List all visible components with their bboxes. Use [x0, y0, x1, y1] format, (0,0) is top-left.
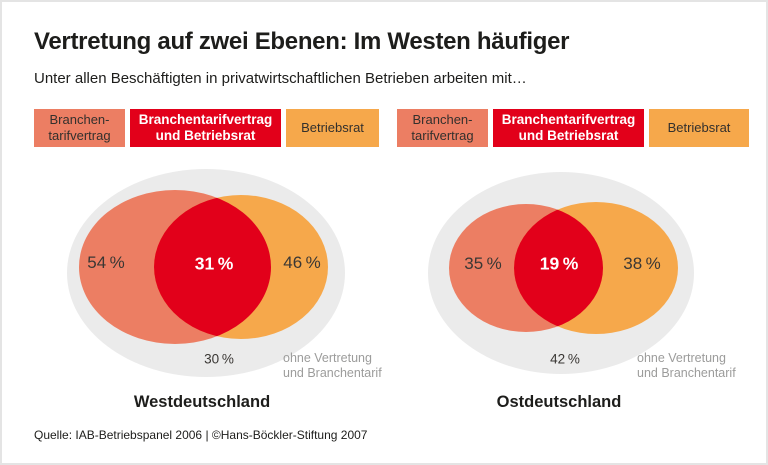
legend-label-line: Branchen- — [49, 112, 110, 127]
legend-label-line: und Betriebsrat — [155, 128, 256, 143]
east-none-note-line2: und Branchentarif — [637, 366, 736, 380]
east-none-note-line1: ohne Vertretung — [637, 351, 726, 365]
east-betriebsrat-pct: 38 % — [623, 254, 661, 273]
east-venn-diagram — [428, 172, 694, 374]
legend-label-line: Branchentarifvertrag — [138, 112, 273, 127]
legend-west-branchentarifvertrag: Branchen- tarifvertrag — [34, 109, 125, 147]
east-tarif-pct: 35 % — [464, 254, 502, 273]
legend-label-line: Betriebsrat — [301, 120, 364, 135]
west-both-pct: 31 % — [194, 253, 234, 274]
legend-label-line: und Betriebsrat — [518, 128, 619, 143]
legend-label-line: Branchentarifvertrag — [501, 112, 636, 127]
west-tarif-pct: 54 % — [87, 253, 125, 272]
legend-east-tarif-und-betriebsrat: Branchentarifvertrag und Betriebsrat — [493, 109, 644, 147]
west-venn-diagram — [67, 169, 345, 377]
legend-east-betriebsrat: Betriebsrat — [649, 109, 749, 147]
west-none-note-line1: ohne Vertretung — [283, 351, 372, 365]
east-caption: Ostdeutschland — [496, 393, 622, 411]
legend-east-branchentarifvertrag: Branchen- tarifvertrag — [397, 109, 488, 147]
legend-label-line: Branchen- — [412, 112, 473, 127]
legend-label-line: tarifvertrag — [48, 128, 111, 143]
west-overlap-lens — [154, 195, 271, 339]
page-title: Vertretung auf zwei Ebenen: Im Westen hä… — [34, 28, 570, 55]
legend-west-betriebsrat: Betriebsrat — [286, 109, 379, 147]
legend-west-tarif-und-betriebsrat: Branchentarifvertrag und Betriebsrat — [130, 109, 281, 147]
footer-source: Quelle: IAB-Betriebspanel 2006 | ©Hans-B… — [34, 428, 368, 442]
legend-label-line: Betriebsrat — [667, 120, 731, 135]
east-both-pct: 19 % — [539, 253, 579, 274]
east-overlap-lens — [514, 204, 603, 332]
page-subtitle: Unter allen Beschäftigten in privatwirts… — [34, 70, 527, 87]
legend-label-line: tarifvertrag — [411, 128, 474, 143]
west-betriebsrat-pct: 46 % — [283, 253, 321, 272]
west-none-pct: 30 % — [204, 351, 234, 367]
east-none-note: ohne Vertretung und Branchentarif — [637, 351, 736, 381]
west-none-note-line2: und Branchentarif — [283, 366, 382, 380]
west-caption: Westdeutschland — [133, 393, 271, 411]
east-none-pct: 42 % — [550, 351, 580, 367]
west-none-note: ohne Vertretung und Branchentarif — [283, 351, 382, 381]
